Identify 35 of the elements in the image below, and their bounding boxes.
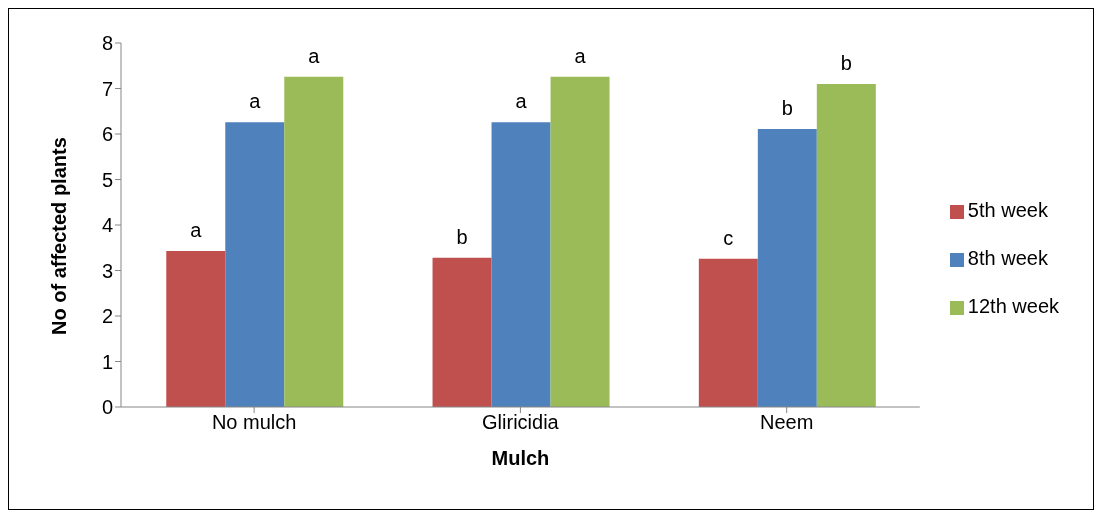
x-tick-label: No mulch bbox=[211, 411, 297, 434]
data-label: a bbox=[190, 218, 203, 241]
y-tick-label: 3 bbox=[101, 259, 113, 282]
legend-label: 12th week bbox=[967, 295, 1059, 317]
bar bbox=[816, 83, 876, 407]
bar bbox=[284, 76, 344, 407]
bar bbox=[491, 122, 551, 407]
y-tick-label: 0 bbox=[101, 396, 113, 419]
y-tick-label: 6 bbox=[101, 123, 113, 146]
data-label: a bbox=[515, 90, 528, 113]
x-tick-label: Gliricidia bbox=[482, 411, 560, 434]
data-label: b bbox=[456, 225, 468, 248]
x-tick-label: Neem bbox=[760, 411, 814, 434]
y-tick-label: 5 bbox=[101, 168, 113, 191]
y-tick-label: 8 bbox=[101, 32, 113, 55]
legend-label: 8th week bbox=[967, 247, 1048, 269]
y-tick-label: 1 bbox=[101, 350, 113, 373]
data-label: a bbox=[308, 44, 321, 67]
data-label: a bbox=[249, 90, 262, 113]
data-label: b bbox=[840, 51, 852, 74]
bar bbox=[432, 257, 492, 407]
bar bbox=[550, 76, 610, 407]
data-label: b bbox=[781, 97, 793, 119]
legend-label: 5th week bbox=[967, 199, 1048, 221]
bar bbox=[166, 250, 226, 407]
bar bbox=[225, 122, 285, 407]
data-label: a bbox=[574, 44, 587, 67]
bar bbox=[757, 129, 817, 407]
x-axis-title: Mulch bbox=[491, 447, 550, 469]
y-tick-label: 4 bbox=[101, 214, 113, 237]
y-tick-label: 7 bbox=[101, 77, 113, 100]
y-tick-label: 2 bbox=[101, 305, 113, 328]
bar bbox=[698, 258, 758, 407]
data-label: c bbox=[723, 226, 734, 249]
y-axis-title: No of affected plants bbox=[48, 137, 71, 335]
